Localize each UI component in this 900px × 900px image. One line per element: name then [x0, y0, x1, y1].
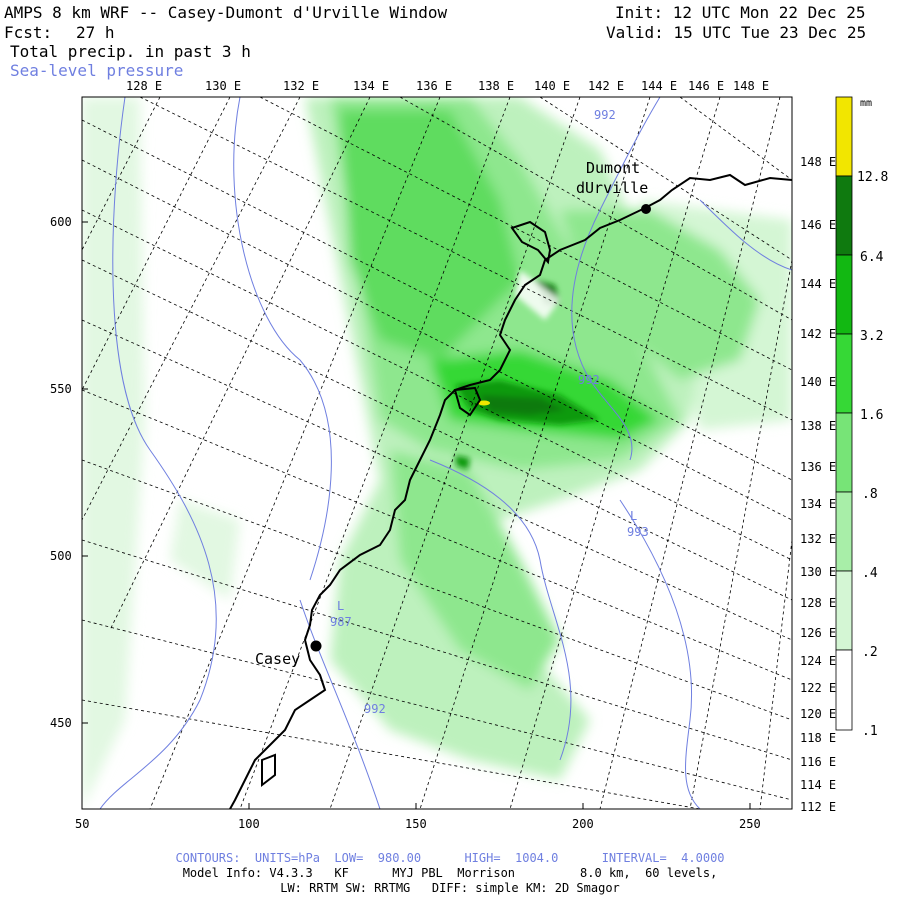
top-lon-label: 128 E — [126, 79, 162, 93]
y-tick-label: 550 — [50, 382, 72, 396]
low-marker: L — [337, 599, 344, 613]
right-lon-label: 138 E — [800, 419, 836, 433]
contours-info: CONTOURS: UNITS=hPa LOW= 980.00 HIGH= 10… — [175, 851, 725, 865]
top-longitude-labels: 128 E 130 E 132 E 134 E 136 E 138 E 140 … — [126, 79, 769, 93]
station-name-durville: dUrville — [576, 179, 648, 197]
colorbar-label: .1 — [862, 724, 878, 739]
field-slp-label: Sea-level pressure — [10, 61, 184, 80]
colorbar-label: 3.2 — [860, 329, 884, 344]
colorbar-segment — [835, 570, 853, 651]
top-lon-label: 146 E — [688, 79, 724, 93]
x-tick-label: 150 — [405, 817, 427, 831]
top-lon-label: 142 E — [588, 79, 624, 93]
colorbar-label: 6.4 — [860, 250, 884, 265]
graticule — [82, 97, 792, 809]
right-lon-label: 112 E — [800, 800, 836, 814]
colorbar-label: 12.8 — [857, 170, 889, 185]
top-lon-label: 132 E — [283, 79, 319, 93]
pressure-label: 987 — [330, 615, 352, 629]
model-info: Model Info: V4.3.3 KF MYJ PBL Morrison 8… — [182, 866, 718, 880]
top-lon-label: 130 E — [205, 79, 241, 93]
init-time: Init: 12 UTC Mon 22 Dec 25 — [615, 3, 866, 22]
map-title: AMPS 8 km WRF -- Casey-Dumont d'Urville … — [4, 3, 448, 22]
right-lon-label: 116 E — [800, 755, 836, 769]
top-lon-label: 144 E — [641, 79, 677, 93]
precipitation-field — [82, 97, 792, 809]
right-lon-label: 144 E — [800, 277, 836, 291]
right-lon-label: 120 E — [800, 707, 836, 721]
low-marker: L — [630, 509, 637, 523]
station-name-dumont: Dumont — [586, 159, 640, 177]
right-longitude-labels: 148 E 146 E 144 E 142 E 140 E 138 E 136 … — [800, 155, 836, 814]
right-lon-label: 136 E — [800, 460, 836, 474]
colorbar-segment — [835, 412, 853, 493]
right-lon-label: 134 E — [800, 497, 836, 511]
y-tick-label: 450 — [50, 716, 72, 730]
right-lon-label: 140 E — [800, 375, 836, 389]
colorbar-label: .8 — [862, 487, 878, 502]
right-lon-label: 126 E — [800, 626, 836, 640]
right-lon-label: 130 E — [800, 565, 836, 579]
colorbar-segment — [835, 333, 853, 414]
pressure-label: 992 — [594, 108, 616, 122]
pressure-label: 992 — [578, 373, 600, 387]
top-lon-label: 140 E — [534, 79, 570, 93]
right-lon-label: 128 E — [800, 596, 836, 610]
coastline — [229, 173, 792, 809]
right-lon-label: 132 E — [800, 532, 836, 546]
colorbar-unit: mm — [860, 98, 873, 109]
colorbar-segment — [835, 175, 853, 256]
map-plot-area: 992 992 993 987 992 L L Dumont dUrville … — [82, 97, 792, 809]
colorbar-segment — [835, 491, 853, 572]
colorbar-segment — [835, 96, 853, 177]
x-tick-label: 50 — [75, 817, 89, 831]
colorbar-label: 1.6 — [860, 408, 884, 423]
plot-frame — [81, 96, 793, 810]
right-lon-label: 142 E — [800, 327, 836, 341]
pressure-contours — [99, 97, 792, 809]
valid-time: Valid: 15 UTC Tue 23 Dec 25 — [606, 23, 867, 42]
right-lon-label: 148 E — [800, 155, 836, 169]
colorbar-label: .2 — [862, 645, 878, 660]
pressure-label: 993 — [627, 525, 649, 539]
x-tick-label: 100 — [238, 817, 260, 831]
colorbar-label: .4 — [862, 566, 878, 581]
casey-marker — [310, 640, 322, 652]
right-lon-label: 146 E — [800, 218, 836, 232]
y-tick-label: 600 — [50, 215, 72, 229]
pressure-label: 992 — [364, 702, 386, 716]
colorbar — [835, 96, 853, 731]
top-lon-label: 136 E — [416, 79, 452, 93]
x-axis: 50 100 150 200 250 — [75, 803, 761, 831]
right-lon-label: 118 E — [800, 731, 836, 745]
station-name-casey: Casey — [255, 650, 300, 668]
colorbar-segment — [835, 254, 853, 335]
top-lon-label: 138 E — [478, 79, 514, 93]
y-axis: 600 550 500 450 — [50, 215, 88, 730]
top-lon-label: 134 E — [353, 79, 389, 93]
forecast-label: Fcst: — [4, 23, 53, 42]
top-lon-label: 148 E — [733, 79, 769, 93]
forecast-hour: 27 h — [76, 23, 115, 42]
x-tick-label: 200 — [572, 817, 594, 831]
right-lon-label: 122 E — [800, 681, 836, 695]
x-tick-label: 250 — [739, 817, 761, 831]
right-lon-label: 114 E — [800, 778, 836, 792]
y-tick-label: 500 — [50, 549, 72, 563]
physics-info: LW: RRTM SW: RRTMG DIFF: simple KM: 2D S… — [280, 881, 620, 895]
field-precip-label: Total precip. in past 3 h — [10, 42, 251, 61]
right-lon-label: 124 E — [800, 654, 836, 668]
dumont-durville-marker — [641, 204, 651, 214]
colorbar-segment — [835, 649, 853, 731]
